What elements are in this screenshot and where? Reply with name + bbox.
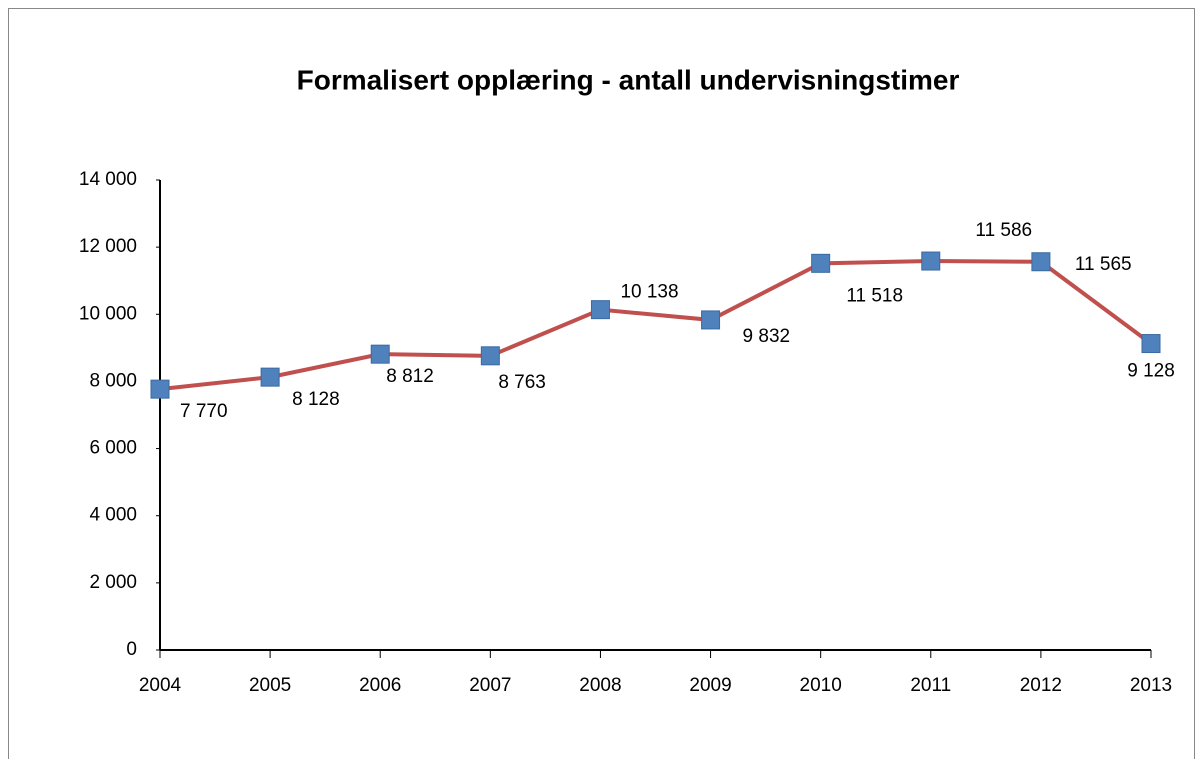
data-label: 7 770 <box>180 401 228 422</box>
data-label: 9 128 <box>1127 361 1175 382</box>
x-tick-label: 2012 <box>1020 675 1062 696</box>
data-label: 11 565 <box>1075 254 1132 275</box>
x-tick-label: 2008 <box>579 675 621 696</box>
y-tick-label: 8 000 <box>89 370 137 391</box>
data-label: 8 763 <box>498 372 546 393</box>
data-label: 9 832 <box>743 326 791 347</box>
data-label: 11 586 <box>975 220 1032 241</box>
y-tick-label: 6 000 <box>89 438 137 459</box>
chart-frame <box>8 8 1195 759</box>
x-tick-label: 2005 <box>249 675 291 696</box>
y-tick-label: 0 <box>126 639 137 660</box>
data-label: 10 138 <box>620 282 678 303</box>
y-tick-label: 2 000 <box>89 572 137 593</box>
marker <box>921 251 941 271</box>
marker <box>480 346 500 366</box>
x-tick-label: 2010 <box>800 675 842 696</box>
x-tick-label: 2007 <box>469 675 511 696</box>
marker <box>590 300 610 320</box>
data-label: 8 812 <box>386 366 434 387</box>
data-label: 8 128 <box>292 389 340 410</box>
chart-title: Formalisert opplæring - antall undervisn… <box>297 64 960 95</box>
marker <box>811 253 831 273</box>
x-tick-label: 2013 <box>1130 675 1172 696</box>
line <box>159 259 1153 392</box>
marker <box>1031 252 1051 272</box>
marker <box>260 367 280 387</box>
x-tick-label: 2006 <box>359 675 401 696</box>
x-tick-label: 2009 <box>689 675 731 696</box>
y-tick-label: 4 000 <box>89 505 137 526</box>
marker <box>1141 334 1161 354</box>
data-label: 11 518 <box>846 285 903 306</box>
marker <box>370 344 390 364</box>
y-tick-label: 14 000 <box>79 169 137 190</box>
marker <box>150 379 170 399</box>
x-tick-label: 2004 <box>139 675 182 696</box>
y-tick-label: 10 000 <box>79 303 137 324</box>
y-tick-label: 12 000 <box>79 236 137 257</box>
marker <box>701 310 721 330</box>
x-tick-label: 2011 <box>910 675 951 696</box>
